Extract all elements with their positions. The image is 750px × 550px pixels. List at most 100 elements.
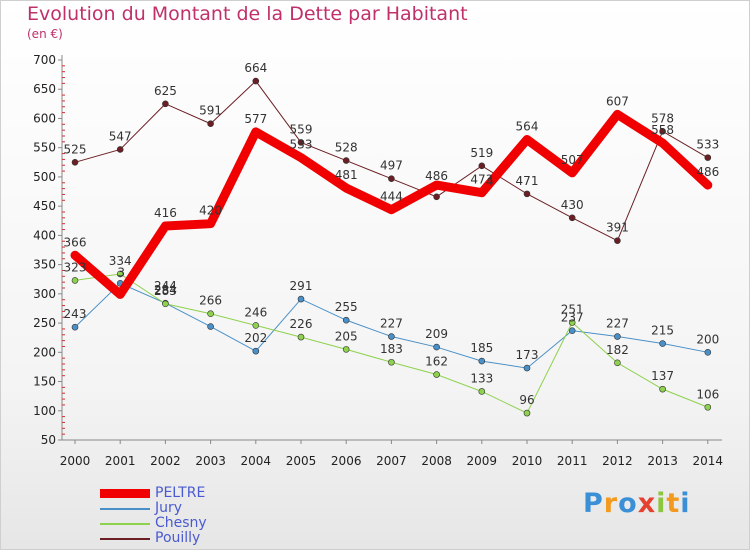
y-tick-label: 100: [33, 404, 56, 418]
y-tick-label: 650: [33, 82, 56, 96]
legend-swatch-peltre: [100, 489, 150, 498]
y-tick-label: 350: [33, 258, 56, 272]
data-label-peltre: 533: [290, 138, 313, 152]
data-label-pouilly: 591: [199, 104, 222, 118]
legend-swatch-jury: [100, 508, 150, 510]
data-label-chesny: 323: [64, 260, 87, 274]
x-tick-label: 2009: [467, 454, 498, 468]
data-label-jury: 200: [696, 332, 719, 346]
data-label-jury: 284: [154, 283, 177, 297]
data-label-pouilly: 430: [561, 198, 584, 212]
data-label-jury: 209: [425, 327, 448, 341]
data-label-chesny: 334: [109, 254, 132, 268]
x-tick-label: 2010: [512, 454, 543, 468]
data-point-pouilly: [162, 100, 169, 108]
data-point-chesny: [207, 310, 214, 318]
x-tick-label: 2003: [195, 454, 226, 468]
data-point-pouilly: [342, 157, 350, 164]
data-point-jury: [704, 349, 712, 356]
data-label-jury: 227: [380, 317, 403, 331]
data-label-jury: 237: [561, 311, 584, 325]
data-point-chesny: [116, 270, 124, 278]
data-point-pouilly: [704, 154, 712, 161]
data-point-jury: [207, 323, 214, 330]
data-label-chesny: 246: [244, 305, 267, 319]
legend-swatch-chesny: [100, 523, 150, 525]
data-point-chesny: [523, 409, 531, 417]
data-point-pouilly: [252, 77, 260, 85]
data-label-peltre: 366: [64, 235, 87, 249]
data-label-chesny: 96: [519, 393, 534, 407]
x-tick-label: 2012: [602, 454, 633, 468]
data-label-pouilly: 528: [335, 141, 358, 155]
data-label-overlap: 3: [117, 265, 125, 279]
data-label-chesny: 162: [425, 355, 448, 369]
data-label-chesny: 266: [199, 294, 222, 308]
data-label-jury: 227: [606, 317, 629, 331]
data-point-chesny: [71, 277, 79, 284]
x-tick-label: 2004: [241, 454, 272, 468]
data-point-jury: [523, 364, 531, 372]
data-label-overlap: 244: [154, 279, 177, 293]
data-point-pouilly: [388, 175, 395, 182]
chart-subtitle: (en €): [27, 27, 63, 41]
proxiti-logo: Proxiti: [583, 488, 691, 519]
data-point-pouilly: [614, 237, 621, 244]
data-point-jury: [433, 343, 440, 351]
x-tick-label: 2005: [286, 454, 317, 468]
data-label-peltre: 416: [154, 206, 177, 220]
data-point-chesny: [614, 359, 621, 367]
data-label-pouilly: 533: [696, 138, 719, 152]
data-label-pouilly: 391: [606, 221, 629, 235]
data-label-peltre: 444: [380, 190, 403, 204]
data-point-jury: [478, 357, 486, 365]
data-label-peltre: 486: [696, 165, 719, 179]
data-label-jury: 173: [516, 348, 539, 362]
data-label-chesny: 106: [696, 387, 719, 401]
legend-label-chesny: Chesny: [155, 515, 207, 531]
y-tick-label: 450: [33, 199, 56, 213]
y-tick-label: 300: [33, 287, 56, 301]
series-lines: [70, 77, 713, 417]
data-point-chesny: [478, 388, 486, 395]
axes: 50 100 150 200 250 300 350 400 450 500 550 600 650 70…: [33, 53, 723, 468]
data-label-jury: 243: [64, 307, 87, 321]
data-label-peltre: 577: [244, 112, 267, 126]
data-point-pouilly: [297, 139, 305, 146]
data-point-pouilly: [478, 162, 486, 170]
data-label-jury: 202: [244, 331, 267, 345]
data-label-jury: 215: [651, 324, 674, 338]
data-point-pouilly: [523, 190, 531, 198]
data-label-pouilly: 664: [244, 61, 267, 75]
data-point-jury: [659, 340, 666, 347]
data-label-pouilly: 559: [290, 122, 313, 136]
x-tick-label: 2014: [693, 454, 724, 468]
data-label-peltre: 481: [335, 168, 358, 182]
data-point-chesny: [568, 319, 576, 326]
data-point-jury: [342, 316, 350, 324]
data-labels: 5255476255916645595284975194714303915785…: [64, 61, 720, 407]
data-label-chesny: 182: [606, 343, 629, 357]
data-label-pouilly: 519: [470, 146, 493, 160]
chart-title: Evolution du Montant de la Dette par Hab…: [27, 3, 468, 25]
y-tick-label: 50: [41, 433, 56, 447]
data-point-chesny: [704, 403, 712, 411]
data-label-pouilly: 471: [516, 174, 539, 188]
data-label-chesny: 137: [651, 369, 674, 383]
data-point-jury: [71, 323, 79, 331]
data-label-jury: 291: [290, 279, 313, 293]
data-point-pouilly: [659, 128, 666, 135]
y-tick-label: 200: [33, 345, 56, 359]
data-label-pouilly: 625: [154, 84, 177, 98]
y-tick-label: 150: [33, 375, 56, 389]
legend-label-peltre: PELTRE: [155, 485, 206, 501]
data-point-jury: [614, 333, 621, 340]
data-label-chesny: 133: [470, 371, 493, 385]
data-label-overlap: 4: [486, 175, 494, 189]
data-label-peltre: 564: [516, 120, 539, 134]
data-label-chesny: 251: [561, 302, 584, 316]
data-point-jury: [568, 327, 576, 334]
data-point-pouilly: [207, 120, 214, 128]
